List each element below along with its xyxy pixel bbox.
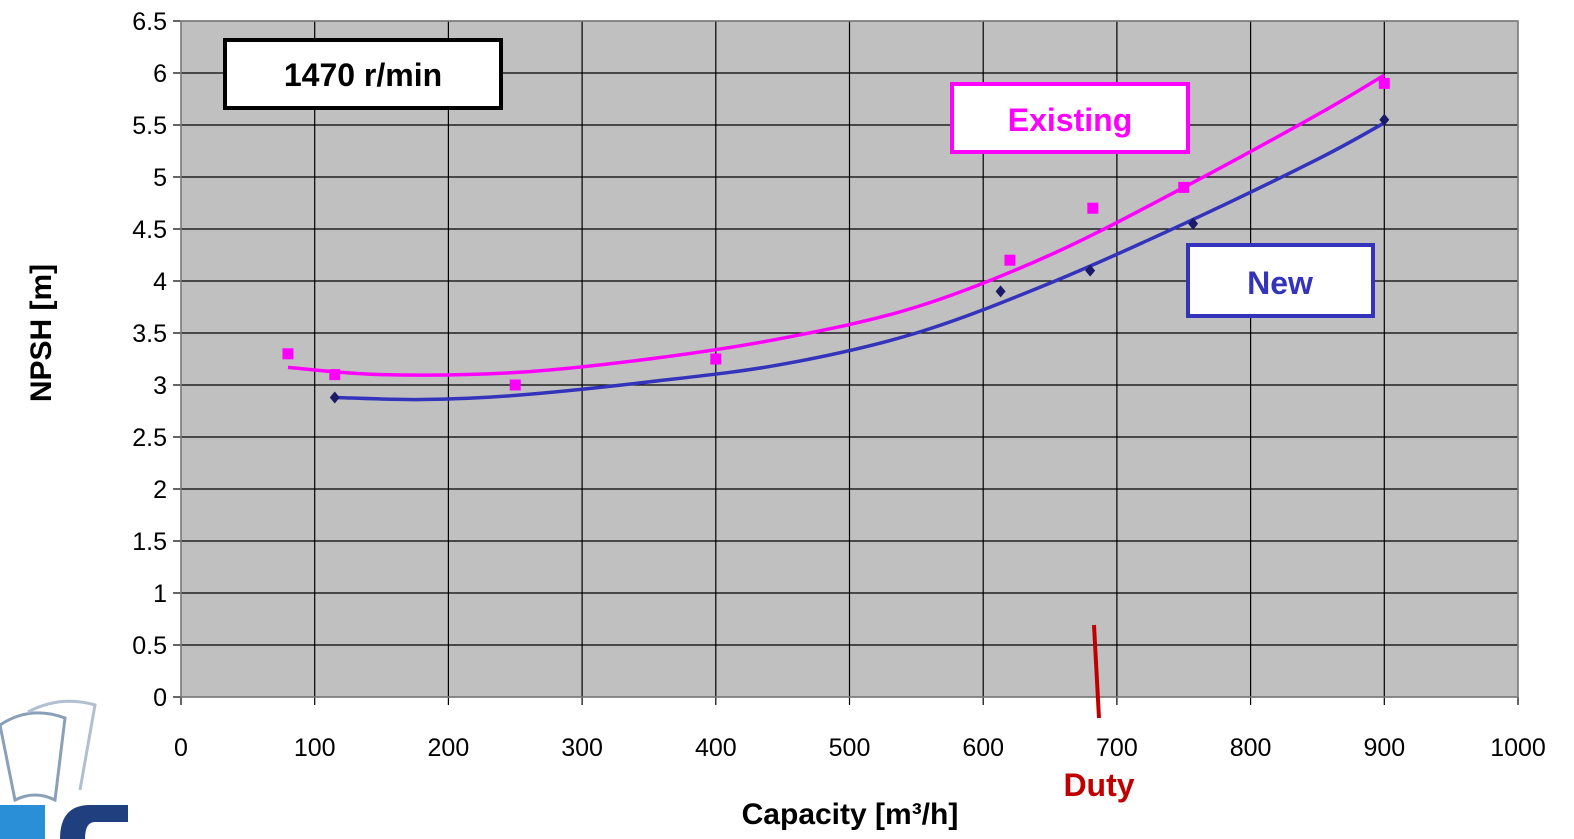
x-tick-label: 900 <box>1363 734 1405 762</box>
axes <box>173 20 1519 705</box>
duty-label: Duty <box>1063 767 1134 803</box>
y-tick-label: 1.5 <box>132 528 167 556</box>
data-points <box>282 77 1390 404</box>
x-tick-label: 200 <box>428 734 470 762</box>
data-point-existing <box>710 353 722 365</box>
x-tick-label: 1000 <box>1490 734 1546 762</box>
x-tick-label: 300 <box>561 734 603 762</box>
y-tick-label: 3 <box>153 372 167 400</box>
y-tick-label: 6.5 <box>132 8 167 36</box>
trend-line-new <box>334 121 1386 402</box>
y-tick-label: 6 <box>153 60 167 88</box>
legend-new: New <box>1186 243 1375 318</box>
data-point-existing <box>329 369 341 381</box>
data-point-new <box>329 391 340 404</box>
y-tick-label: 2.5 <box>132 424 167 452</box>
data-point-existing <box>509 379 521 391</box>
speed-label: 1470 r/min <box>284 57 442 93</box>
x-tick-label: 100 <box>294 734 336 762</box>
speed-label-box: 1470 r/min <box>223 38 503 110</box>
x-tick-label: 700 <box>1096 734 1138 762</box>
data-point-new <box>1379 113 1390 126</box>
y-tick-label: 4.5 <box>132 216 167 244</box>
y-axis-title: NPSH [m] <box>25 264 58 402</box>
trend-line-existing <box>287 73 1386 377</box>
y-tick-label: 1 <box>153 580 167 608</box>
y-tick-label: 5.5 <box>132 112 167 140</box>
x-tick-label: 0 <box>174 734 188 762</box>
data-point-existing <box>282 348 294 360</box>
tick-labels: 0 100 200 300 400 500 600 700 800 900 1000 0 0.5 1 1.5… <box>132 8 1546 762</box>
x-axis-title: Capacity [m³/h] <box>742 798 959 831</box>
x-tick-label: 400 <box>695 734 737 762</box>
y-tick-label: 4 <box>153 268 167 296</box>
legend-existing-label: Existing <box>1008 102 1132 138</box>
x-tick-label: 800 <box>1230 734 1272 762</box>
y-tick-label: 2 <box>153 476 167 504</box>
duty-marker-line <box>1092 624 1101 719</box>
data-point-existing <box>1087 202 1099 214</box>
y-tick-label: 0 <box>153 684 167 712</box>
data-point-existing <box>1378 77 1390 89</box>
legend-new-label: New <box>1247 265 1313 301</box>
company-logo <box>0 699 128 839</box>
duty-annotation: Duty <box>1063 624 1135 803</box>
data-point-existing <box>1178 181 1190 193</box>
plot-border <box>180 20 1519 698</box>
y-tick-label: 5 <box>153 164 167 192</box>
y-tick-label: 3.5 <box>132 320 167 348</box>
data-point-new <box>1085 264 1096 277</box>
x-tick-label: 600 <box>962 734 1004 762</box>
legend-existing: Existing <box>950 82 1190 154</box>
data-point-new <box>1188 217 1199 230</box>
data-point-new <box>995 285 1006 298</box>
y-tick-label: 0.5 <box>132 632 167 660</box>
trend-curves <box>287 73 1386 402</box>
x-tick-label: 500 <box>829 734 871 762</box>
data-point-existing <box>1004 254 1016 266</box>
